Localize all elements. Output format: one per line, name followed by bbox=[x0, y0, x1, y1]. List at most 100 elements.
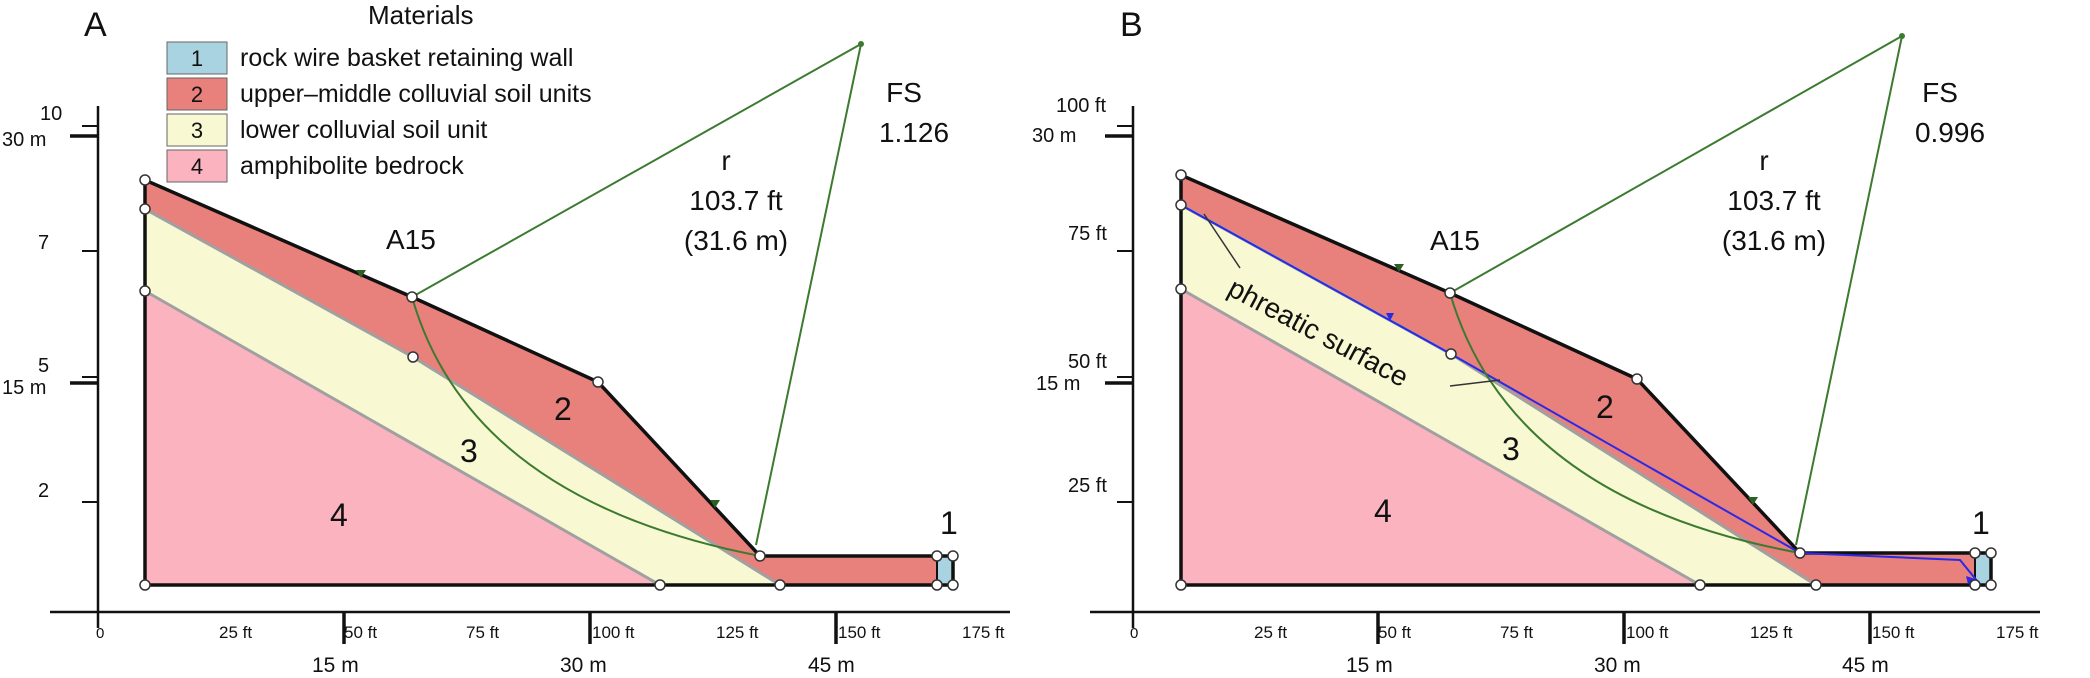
bedrock-boundary bbox=[144, 289, 661, 587]
fs-label: FS bbox=[886, 77, 922, 108]
radius-label: r bbox=[1759, 145, 1768, 176]
phreatic-marker bbox=[1966, 576, 1978, 584]
x-tick-label-m: 15 m bbox=[312, 654, 359, 677]
legend-label: amphibolite bedrock bbox=[240, 152, 464, 180]
legend-label: rock wire basket retaining wall bbox=[240, 44, 573, 72]
panel-b: B 100 ft 75 ft 50 ft 25 ft 30 m 15 m 0 2… bbox=[1032, 6, 2040, 677]
x-tick-label: 75 ft bbox=[466, 623, 499, 642]
y-tick-label: 10 bbox=[40, 103, 62, 125]
section-label: A15 bbox=[386, 224, 436, 255]
lower-soil-region bbox=[1181, 205, 1816, 585]
x-tick-label: 125 ft bbox=[716, 623, 759, 642]
x-tick-label-m: 30 m bbox=[1594, 654, 1641, 677]
y-tick-label: 2 bbox=[38, 480, 49, 502]
x-tick-label-m: 30 m bbox=[560, 654, 607, 677]
radius-m: (31.6 m) bbox=[1722, 225, 1826, 256]
x-tick-label: 25 ft bbox=[219, 623, 252, 642]
slip-marker bbox=[710, 500, 720, 508]
phreatic-leader bbox=[1203, 213, 1241, 269]
region-label-3: 3 bbox=[1502, 431, 1520, 467]
radius-line bbox=[755, 43, 862, 546]
phreatic-marker bbox=[1386, 313, 1394, 321]
slip-center bbox=[858, 41, 864, 47]
x-tick-label: 100 ft bbox=[1626, 623, 1669, 642]
legend-swatch bbox=[166, 113, 228, 147]
panel-a: A 10 7 5 2 30 m 15 m 0 25 ft 50 ft 75 ft… bbox=[2, 6, 1010, 677]
legend: Materials 1 2 3 4 rock wire basket retai… bbox=[166, 0, 592, 183]
vertices bbox=[1175, 169, 1997, 591]
x-tick-label-m: 45 m bbox=[1842, 654, 1889, 677]
panel-letter: B bbox=[1120, 6, 1143, 44]
x-tick-label: 150 ft bbox=[838, 623, 881, 642]
x-tick-label: 100 ft bbox=[592, 623, 635, 642]
region-label-4: 4 bbox=[1374, 493, 1392, 529]
region-label-2: 2 bbox=[1596, 389, 1614, 425]
radius-ft: 103.7 ft bbox=[1727, 185, 1821, 216]
slip-marker bbox=[1748, 497, 1758, 505]
legend-title: Materials bbox=[368, 0, 473, 30]
legend-num: 2 bbox=[191, 82, 203, 107]
radius-line bbox=[1795, 35, 1903, 546]
region-label-4: 4 bbox=[330, 497, 348, 533]
y-tick-label: 75 ft bbox=[1068, 223, 1107, 245]
retaining-wall-region bbox=[1975, 553, 1991, 585]
slip-surface bbox=[411, 296, 761, 557]
x-tick-label: 0 bbox=[1130, 625, 1138, 642]
region-label-1: 1 bbox=[940, 505, 958, 541]
y-tick-label-m: 30 m bbox=[1032, 125, 1076, 147]
x-tick-label-m: 45 m bbox=[808, 654, 855, 677]
radius-ft: 103.7 ft bbox=[689, 185, 783, 216]
radius-line bbox=[411, 43, 862, 298]
y-tick-label: 50 ft bbox=[1068, 351, 1107, 373]
legend-swatch bbox=[166, 149, 228, 183]
upper-soil-region bbox=[1181, 175, 1975, 585]
y-tick-label-m: 15 m bbox=[1036, 373, 1080, 395]
y-tick-label-m: 15 m bbox=[2, 377, 46, 399]
phreatic-leader bbox=[1449, 379, 1501, 387]
region-label-1: 1 bbox=[1972, 505, 1990, 541]
legend-num: 3 bbox=[191, 118, 203, 143]
legend-num: 4 bbox=[191, 154, 203, 179]
radius-m: (31.6 m) bbox=[684, 225, 788, 256]
y-tick-label-m: 30 m bbox=[2, 129, 46, 151]
x-tick-label-m: 15 m bbox=[1346, 654, 1393, 677]
slip-marker bbox=[1394, 264, 1404, 272]
legend-label: upper–middle colluvial soil units bbox=[240, 80, 592, 108]
x-tick-label: 175 ft bbox=[962, 623, 1005, 642]
fs-label: FS bbox=[1922, 77, 1958, 108]
fs-value: 1.126 bbox=[879, 117, 949, 148]
x-tick-label: 50 ft bbox=[344, 623, 377, 642]
slip-marker bbox=[356, 270, 366, 278]
slip-center bbox=[1899, 33, 1905, 39]
legend-num: 1 bbox=[191, 46, 203, 71]
slip-surface bbox=[1449, 292, 1801, 554]
radius-line bbox=[1449, 35, 1903, 294]
x-tick-label: 75 ft bbox=[1500, 623, 1533, 642]
vertices bbox=[139, 174, 959, 591]
y-tick-label: 7 bbox=[38, 232, 49, 254]
retaining-wall-region bbox=[937, 556, 953, 585]
y-tick-label: 100 ft bbox=[1056, 95, 1106, 117]
panel-letter: A bbox=[84, 6, 107, 44]
y-tick-label: 5 bbox=[38, 355, 49, 377]
x-tick-label: 175 ft bbox=[1996, 623, 2039, 642]
legend-label: lower colluvial soil unit bbox=[240, 116, 487, 144]
x-tick-label: 125 ft bbox=[1750, 623, 1793, 642]
radius-label: r bbox=[721, 145, 730, 176]
region-label-3: 3 bbox=[460, 433, 478, 469]
region-label-2: 2 bbox=[554, 391, 572, 427]
legend-swatch bbox=[166, 41, 228, 75]
lower-soil-region bbox=[145, 209, 780, 585]
y-tick-label: 25 ft bbox=[1068, 475, 1107, 497]
x-tick-label: 150 ft bbox=[1872, 623, 1915, 642]
section-label: A15 bbox=[1430, 225, 1480, 256]
upper-soil-region bbox=[145, 180, 937, 585]
x-tick-label: 50 ft bbox=[1378, 623, 1411, 642]
legend-swatch bbox=[166, 77, 228, 111]
fs-value: 0.996 bbox=[1915, 117, 1985, 148]
x-tick-label: 0 bbox=[96, 625, 104, 642]
x-tick-label: 25 ft bbox=[1254, 623, 1287, 642]
bedrock-boundary bbox=[1180, 287, 1701, 587]
